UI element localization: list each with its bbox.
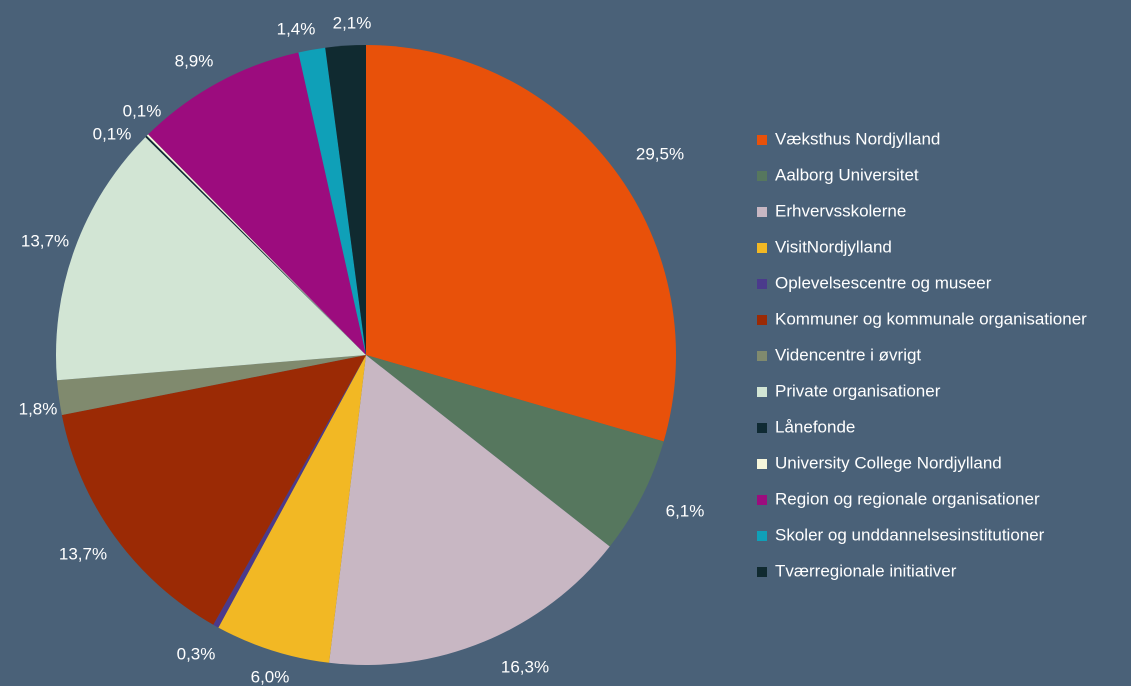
legend-swatch [757, 351, 767, 361]
pie-slice [146, 134, 366, 355]
data-label: 0,1% [93, 124, 132, 143]
legend-label: University College Nordjylland [775, 453, 1002, 472]
data-label: 16,3% [501, 657, 549, 676]
legend-swatch [757, 567, 767, 577]
data-label: 6,1% [666, 501, 705, 520]
pie-slice [213, 355, 366, 628]
legend-label: Region og regionale organisationer [775, 489, 1040, 508]
pie-slice [298, 47, 366, 355]
pie-slice [325, 45, 366, 355]
legend-label: Kommuner og kommunale organisationer [775, 309, 1087, 328]
legend-swatch [757, 387, 767, 397]
data-label: 8,9% [175, 51, 214, 70]
pie-slice [145, 135, 366, 355]
legend-label: VisitNordjylland [775, 237, 892, 256]
legend-swatch [757, 279, 767, 289]
data-label: 0,1% [123, 101, 162, 120]
data-label: 13,7% [59, 544, 107, 563]
data-label: 1,8% [19, 399, 58, 418]
data-label: 1,4% [277, 19, 316, 38]
legend-label: Erhvervsskolerne [775, 201, 906, 220]
data-label: 29,5% [636, 144, 684, 163]
legend-swatch [757, 207, 767, 217]
legend-swatch [757, 531, 767, 541]
legend-label: Væksthus Nordjylland [775, 129, 940, 148]
legend-swatch [757, 135, 767, 145]
legend-swatch [757, 315, 767, 325]
legend-label: Lånefonde [775, 417, 855, 436]
pie-slice [57, 355, 366, 416]
legend-swatch [757, 423, 767, 433]
legend-label: Videncentre i øvrigt [775, 345, 921, 364]
legend-label: Skoler og unddannelsesinstitutioner [775, 525, 1045, 544]
legend-swatch [757, 243, 767, 253]
pie-slice [218, 355, 366, 663]
pie-slice [56, 137, 366, 381]
pie-slice [61, 355, 366, 625]
data-label: 13,7% [21, 231, 69, 250]
pie-slice [366, 355, 664, 547]
legend-label: Private organisationer [775, 381, 941, 400]
legend-label: Tværregionale initiativer [775, 561, 957, 580]
data-label: 0,3% [177, 644, 216, 663]
legend-label: Oplevelsescentre og museer [775, 273, 992, 292]
pie-slice [148, 52, 366, 355]
pie-slice [366, 45, 676, 442]
legend-label: Aalborg Universitet [775, 165, 919, 184]
legend-swatch [757, 495, 767, 505]
legend-swatch [757, 459, 767, 469]
pie-slice [329, 355, 610, 665]
legend-swatch [757, 171, 767, 181]
data-label: 6,0% [251, 667, 290, 686]
data-label: 2,1% [333, 13, 372, 32]
